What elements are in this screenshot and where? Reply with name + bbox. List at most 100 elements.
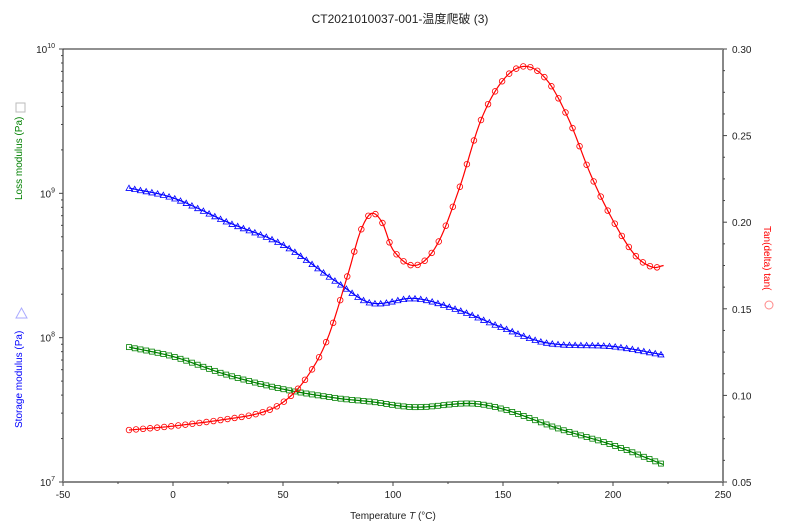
data-point-triangle [148,188,156,196]
data-point-circle [421,257,428,264]
data-point-triangle [308,260,316,268]
data-point-triangle [268,235,276,243]
data-point-circle [245,412,252,419]
data-point-circle [168,423,175,430]
data-point-square [543,421,550,428]
data-point-circle [491,88,499,95]
y-right-tick-label: 0.15 [732,305,752,316]
data-point-square [360,398,367,404]
data-point-square [366,398,373,405]
data-point-circle [611,220,618,227]
data-point-square [263,382,270,389]
data-point-circle [210,417,217,425]
data-point-circle [449,203,457,210]
data-point-triangle [211,212,219,220]
data-point-square [434,402,441,409]
data-point-triangle [434,299,442,307]
data-point-circle [562,109,569,116]
data-point-triangle [371,299,379,307]
data-point-triangle [376,299,385,307]
data-point-square [166,352,172,359]
y-right-tick-label: 0.10 [732,391,752,402]
series-line [128,65,664,431]
data-point-square [406,404,413,410]
data-point-triangle [159,191,168,198]
data-point-square [171,354,178,360]
data-point-square [440,402,447,409]
x-tick-label: 100 [385,490,402,501]
data-point-triangle [251,228,259,236]
data-point-circle [351,248,358,255]
data-point-circle [653,264,661,271]
data-point-circle [273,403,281,410]
data-point-triangle [457,307,465,314]
data-point-square [257,381,264,387]
data-point-circle [400,258,407,265]
data-point-square [343,396,350,403]
data-point-triangle [542,339,551,346]
data-point-square [492,404,498,410]
data-point-triangle [348,289,356,296]
data-point-triangle [274,238,282,245]
data-point-circle [189,420,196,427]
data-point-square [280,386,287,393]
data-point-circle [125,426,133,434]
data-point-triangle [239,224,248,232]
data-point-triangle [245,226,253,234]
data-point-circle [541,73,548,81]
x-label-unit: (°C) [418,511,436,522]
data-point-square [486,402,493,409]
data-point-triangle [382,299,391,306]
data-point-triangle [417,295,425,303]
data-point-square [206,365,212,372]
data-point-square [372,399,378,406]
data-point-circle [294,385,302,392]
data-point-square [223,371,230,378]
data-point-triangle [291,248,299,255]
data-point-square [417,404,424,411]
data-point-square [211,367,218,374]
data-point-square [412,404,418,411]
data-point-triangle [531,336,539,343]
data-point-square [623,447,630,453]
data-point-triangle [445,303,454,310]
data-point-circle [231,414,238,422]
data-point-circle [505,70,513,77]
x-tick-label: 0 [170,490,176,501]
circle-legend-icon [764,300,774,310]
data-point-triangle [388,297,396,305]
data-point-circle [414,261,421,269]
chart-title: CT2021010037-001-温度爬破 (3) [312,11,489,26]
data-point-square [320,393,327,400]
data-point-square [126,344,132,351]
y-left-tick-exponent: 8 [51,332,55,339]
data-point-triangle [153,190,162,197]
data-point-circle [379,219,386,227]
data-point-square [148,348,155,355]
data-point-circle [259,408,266,416]
data-point-circle [308,366,316,373]
data-point-square [463,400,470,407]
data-point-square [286,387,293,394]
data-point-triangle [125,184,133,191]
data-point-circle [301,376,309,384]
series-storage-modulus [125,184,665,358]
data-point-circle [344,273,351,280]
data-point-circle [463,160,471,168]
data-point-triangle [571,341,579,349]
data-point-triangle [479,316,488,323]
series-loss-modulus [126,344,664,467]
axes: -50 0 50 100 150 200 25010101091081070.300.250… [36,43,752,501]
data-point-square [577,432,584,439]
data-point-triangle [474,313,482,321]
data-point-triangle [411,294,419,302]
data-point-circle [569,124,576,132]
data-point-square [332,394,338,401]
data-point-circle [182,421,189,428]
data-point-triangle [342,285,351,292]
data-point-circle [435,238,442,245]
data-point-triangle [651,349,659,357]
data-point-circle [527,63,534,71]
data-point-circle [337,296,344,304]
data-point-triangle [331,277,339,284]
